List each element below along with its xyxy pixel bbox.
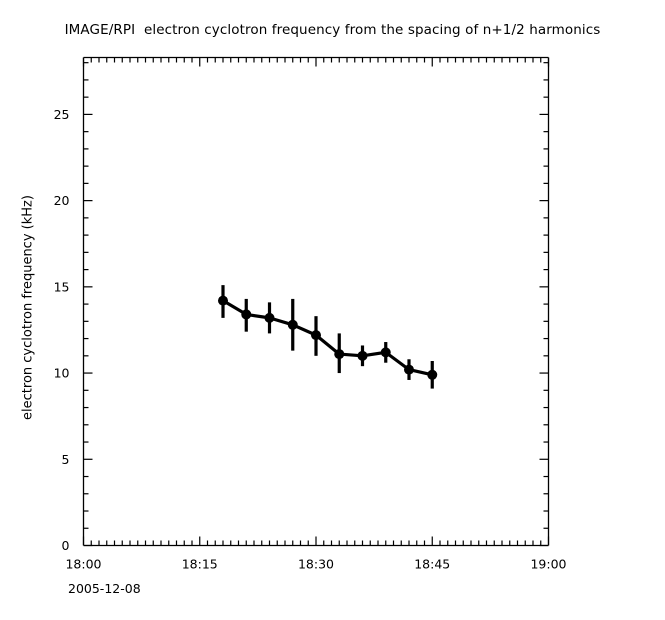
data-point — [334, 349, 345, 360]
x-tick-label: 18:45 — [414, 557, 450, 572]
y-tick-label: 20 — [54, 193, 70, 208]
y-tick-label: 5 — [62, 452, 70, 467]
y-tick-label: 0 — [62, 538, 70, 553]
y-tick-label: 10 — [54, 366, 70, 381]
chart-title: IMAGE/RPI electron cyclotron frequency f… — [64, 22, 601, 38]
x-tick-label: 18:30 — [298, 557, 334, 572]
data-point — [427, 369, 438, 380]
data-point — [218, 295, 228, 306]
x-tick-label: 18:00 — [65, 557, 101, 572]
data-point — [241, 309, 252, 320]
data-line — [221, 299, 434, 377]
data-point — [357, 350, 368, 361]
data-point — [404, 364, 414, 375]
y-tick-label: 15 — [54, 279, 70, 294]
data-point — [287, 319, 298, 330]
x-tick-label: 18:15 — [182, 557, 218, 572]
data-point — [311, 330, 321, 341]
x-axis-date-label: 2005-12-08 — [68, 581, 141, 596]
y-tick-label: 25 — [54, 107, 70, 122]
data-point — [380, 347, 391, 358]
data-point — [264, 312, 275, 323]
x-tick-label: 19:00 — [530, 557, 566, 572]
